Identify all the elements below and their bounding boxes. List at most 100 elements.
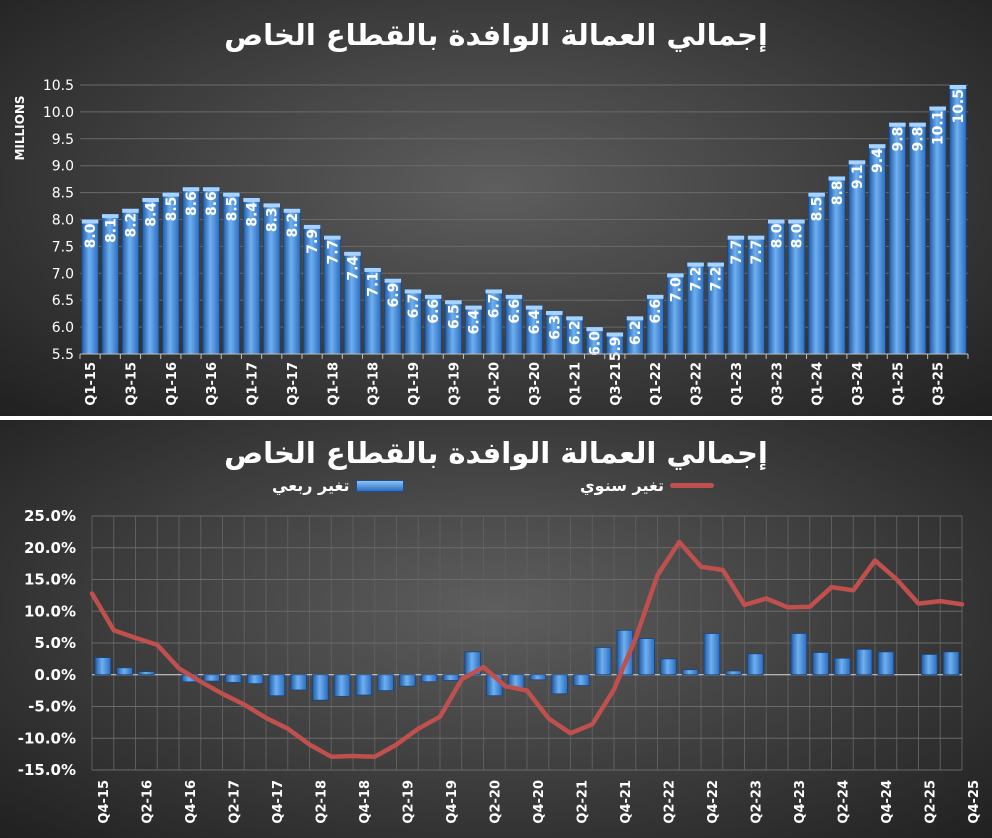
- y-tick-label: 20.0%: [24, 539, 76, 557]
- data-label: 9.8: [911, 127, 927, 152]
- data-label: 7.2: [689, 267, 705, 292]
- x-tick-label: Q2-24: [836, 780, 851, 824]
- y-tick-label: 6.5: [52, 293, 74, 309]
- bar-cap: [767, 219, 785, 224]
- bar-cap: [667, 273, 684, 278]
- bar: [725, 670, 742, 676]
- bar-cap: [505, 294, 523, 299]
- bar-cap: [586, 327, 603, 332]
- bar-cap: [566, 316, 583, 321]
- bar-cap: [344, 251, 361, 256]
- data-label: 5.9: [608, 336, 624, 361]
- x-tick-label: Q3-19: [447, 362, 462, 406]
- bar: [681, 669, 699, 676]
- legend-label-quarterly: تغير ربعي: [272, 476, 350, 495]
- data-label: 7.1: [366, 272, 382, 297]
- legend-label-annual: تغير سنوي: [580, 476, 665, 495]
- y-tick-label: 25.0%: [24, 507, 76, 525]
- bar-cap: [646, 294, 664, 299]
- bar-cap: [626, 316, 644, 321]
- bar-cap: [747, 235, 765, 240]
- bar: [333, 674, 351, 697]
- bar-cap: [182, 187, 200, 192]
- data-label: 6.3: [547, 315, 563, 340]
- bar: [551, 674, 568, 695]
- bar-cap: [384, 278, 402, 283]
- bar: [203, 674, 220, 682]
- x-tick-label: Q3-22: [690, 362, 705, 406]
- y-tick-label: 5.5: [52, 347, 74, 363]
- bar-cap: [202, 187, 220, 192]
- data-label: 7.4: [345, 256, 361, 281]
- x-tick-label: Q4-22: [706, 780, 721, 824]
- bar: [868, 143, 886, 355]
- y-tick-label: 0.0%: [34, 666, 76, 684]
- data-label: 8.6: [184, 191, 200, 216]
- x-tick-label: Q3-24: [851, 362, 866, 406]
- y-tick-label: 10.5: [43, 78, 74, 94]
- data-label: 6.2: [567, 320, 583, 345]
- bar: [660, 658, 677, 676]
- x-tick-label: Q2-20: [488, 780, 503, 824]
- bar-cap: [485, 289, 503, 294]
- x-tick-label: Q3-17: [286, 362, 301, 406]
- bar-cap: [323, 235, 341, 240]
- x-tick-label: Q3-25: [932, 362, 947, 406]
- x-tick-label: Q1-17: [246, 362, 261, 406]
- data-label: 8.5: [224, 197, 240, 222]
- data-label: 6.7: [487, 293, 503, 318]
- bar-cap: [828, 176, 846, 181]
- data-label: 8.4: [245, 202, 261, 227]
- bar: [268, 674, 286, 697]
- data-label: 7.7: [729, 240, 745, 265]
- bar-cap: [545, 310, 563, 315]
- y-tick-label: 5.0%: [34, 634, 76, 652]
- data-label: 8.5: [164, 197, 180, 222]
- bar: [949, 84, 967, 355]
- bar: [942, 651, 960, 676]
- data-label: 10.1: [931, 111, 947, 146]
- x-tick-label: Q1-21: [568, 362, 583, 406]
- legend-line-swatch: [670, 483, 715, 488]
- data-label: 9.8: [890, 127, 906, 152]
- data-label: 8.4: [144, 202, 160, 227]
- bar: [877, 651, 895, 676]
- bar-cap: [687, 262, 704, 267]
- x-tick-label: Q1-23: [730, 362, 745, 406]
- bar-cap: [525, 305, 543, 310]
- bar: [790, 633, 808, 676]
- x-tick-label: Q2-17: [227, 780, 242, 824]
- x-tick-label: Q4-21: [619, 780, 634, 824]
- bar-cap: [424, 294, 442, 299]
- data-label: 10.5: [951, 89, 967, 124]
- x-tick-label: Q4-24: [880, 780, 895, 824]
- chart-title: إجمالي العمالة الوافدة بالقطاع الخاص: [224, 436, 768, 470]
- data-label: 7.7: [325, 240, 341, 265]
- x-tick-label: Q1-18: [326, 362, 341, 406]
- bar: [594, 647, 612, 676]
- bar-cap: [162, 192, 180, 197]
- x-tick-label: Q1-25: [891, 362, 906, 406]
- bar: [834, 657, 851, 676]
- bar-cap: [81, 219, 99, 224]
- y-tick-label: -10.0%: [18, 729, 76, 747]
- bar-cap: [283, 208, 301, 213]
- bar-cap: [243, 197, 260, 202]
- x-tick-label: Q1-15: [84, 362, 99, 406]
- bar: [290, 674, 307, 691]
- bar-cap: [364, 267, 381, 272]
- data-label: 8.0: [769, 223, 785, 248]
- y-tick-label: 9.5: [52, 132, 74, 148]
- legend-bar-swatch: [355, 479, 404, 492]
- x-tick-label: Q1-22: [649, 362, 664, 406]
- data-label: 6.6: [507, 299, 523, 324]
- y-tick-label: 8.5: [52, 186, 74, 202]
- bar: [529, 674, 547, 681]
- bar: [377, 674, 394, 692]
- data-label: 9.1: [850, 164, 866, 189]
- x-tick-label: Q4-20: [532, 780, 547, 824]
- data-label: 8.2: [285, 213, 301, 238]
- y-axis-label: MILLIONS: [13, 95, 27, 160]
- x-tick-label: Q3-21: [609, 362, 624, 406]
- x-tick-label: Q4-18: [358, 780, 373, 824]
